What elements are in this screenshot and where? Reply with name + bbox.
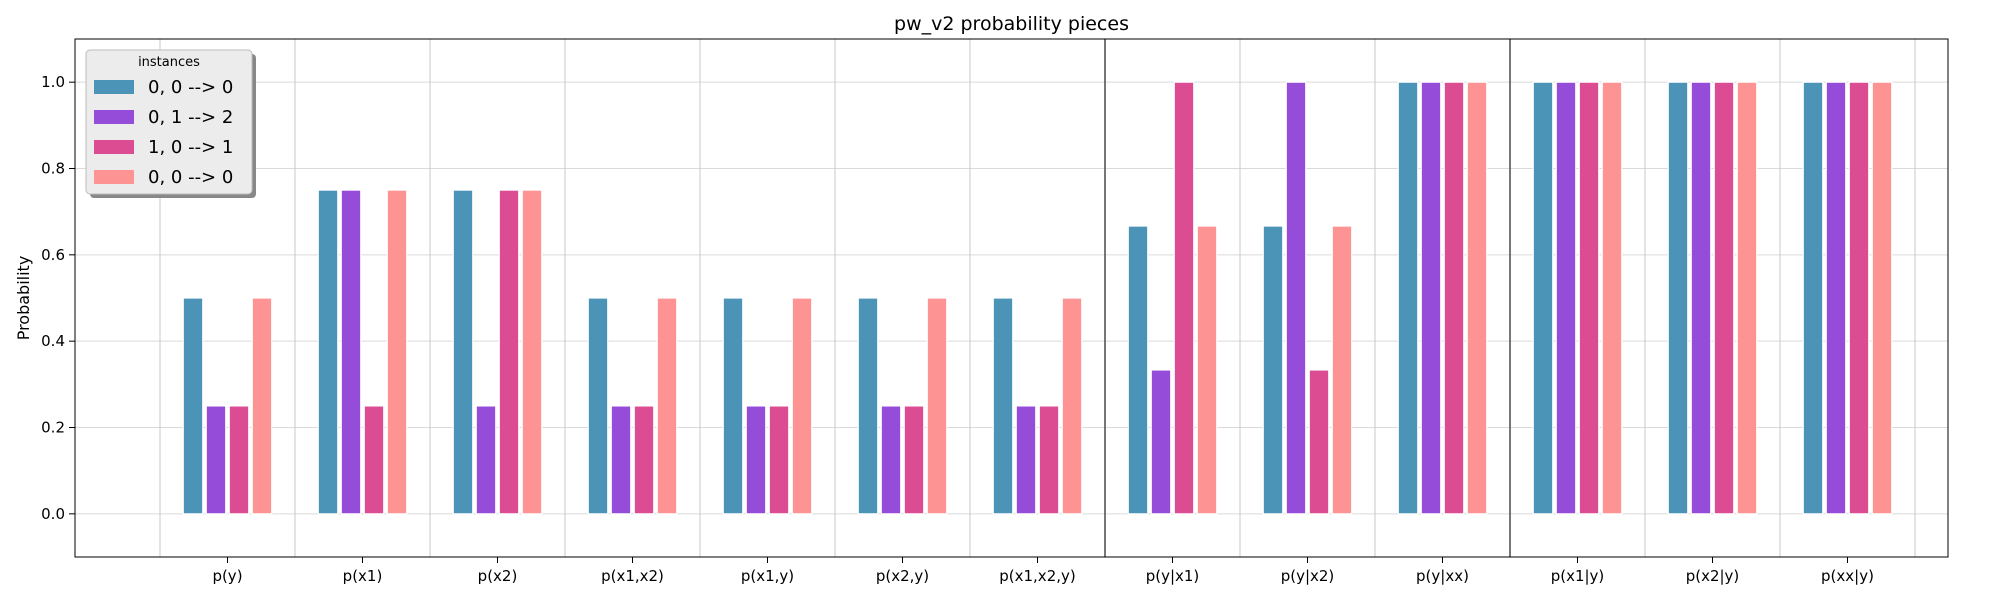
x-tick-label: p(x1|y) bbox=[1551, 567, 1605, 585]
bar bbox=[857, 297, 879, 515]
legend-entry-label: 0, 0 --> 0 bbox=[148, 167, 233, 188]
bar bbox=[1690, 81, 1712, 515]
legend-swatch bbox=[94, 170, 134, 184]
legend-entry-label: 0, 0 --> 0 bbox=[148, 77, 233, 98]
bar bbox=[363, 405, 385, 515]
bar bbox=[317, 189, 339, 515]
bar bbox=[903, 405, 925, 515]
y-tick-label: 0.8 bbox=[41, 160, 65, 178]
legend-entry-label: 0, 1 --> 2 bbox=[148, 107, 233, 128]
bar bbox=[791, 297, 813, 515]
bar bbox=[745, 405, 767, 515]
x-tick-label: p(x2,y) bbox=[876, 567, 929, 585]
bar bbox=[722, 297, 744, 515]
bar bbox=[182, 297, 204, 515]
bar bbox=[1555, 81, 1577, 515]
bar bbox=[1262, 225, 1284, 515]
legend-entry-label: 1, 0 --> 1 bbox=[148, 137, 233, 158]
bar bbox=[1331, 225, 1353, 515]
y-tick-label: 1.0 bbox=[41, 73, 65, 91]
bar bbox=[1466, 81, 1488, 515]
x-tick-label: p(x1) bbox=[343, 567, 383, 585]
bar bbox=[1173, 81, 1195, 515]
bar bbox=[1285, 81, 1307, 515]
bar bbox=[1713, 81, 1735, 515]
y-axis-label: Probability bbox=[14, 256, 33, 341]
bar bbox=[1825, 81, 1847, 515]
x-tick-label: p(x1,x2,y) bbox=[999, 567, 1075, 585]
bar bbox=[880, 405, 902, 515]
legend-items: 0, 0 --> 0 0, 1 --> 2 1, 0 --> 1 0, 0 --> 0 bbox=[94, 77, 233, 188]
bar bbox=[1038, 405, 1060, 515]
x-tick-label: p(x1,y) bbox=[741, 567, 794, 585]
bar bbox=[475, 405, 497, 515]
bar bbox=[1802, 81, 1824, 515]
y-tick-label: 0.2 bbox=[41, 419, 65, 437]
bar bbox=[926, 297, 948, 515]
x-tick-label: p(xx|y) bbox=[1821, 567, 1874, 585]
legend-swatch bbox=[94, 110, 134, 124]
bar bbox=[251, 297, 273, 515]
bar bbox=[1443, 81, 1465, 515]
bar bbox=[1736, 81, 1758, 515]
bar bbox=[521, 189, 543, 515]
group-separators bbox=[1104, 39, 1511, 557]
bar bbox=[1532, 81, 1554, 515]
y-tick-label: 0.0 bbox=[41, 505, 65, 523]
bar bbox=[340, 189, 362, 515]
bar bbox=[498, 189, 520, 515]
legend: instances 0, 0 --> 0 0, 1 --> 2 1, 0 --> 1… bbox=[85, 49, 256, 198]
bar bbox=[228, 405, 250, 515]
y-axis-ticks: 0.0 0.2 0.4 0.6 0.8 1.0 bbox=[41, 73, 75, 523]
bar bbox=[386, 189, 408, 515]
bar bbox=[992, 297, 1014, 515]
x-tick-label: p(y|xx) bbox=[1416, 567, 1469, 585]
x-axis-ticks: p(y) p(x1) p(x2) p(x1,x2) p(x1,y) p(x2,y) p(x1… bbox=[212, 557, 1874, 585]
x-tick-label: p(y|x1) bbox=[1146, 567, 1200, 585]
bar bbox=[1127, 225, 1149, 515]
bar bbox=[656, 297, 678, 515]
x-tick-label: p(x2|y) bbox=[1686, 567, 1740, 585]
bar bbox=[1667, 81, 1689, 515]
bar bbox=[1601, 81, 1623, 515]
bar bbox=[768, 405, 790, 515]
bar bbox=[1308, 369, 1330, 515]
y-tick-label: 0.6 bbox=[41, 246, 65, 264]
plot-frame bbox=[74, 38, 1949, 558]
bar bbox=[587, 297, 609, 515]
legend-swatch bbox=[94, 140, 134, 154]
bar bbox=[1420, 81, 1442, 515]
bar bbox=[1578, 81, 1600, 515]
bar bbox=[1848, 81, 1870, 515]
bar bbox=[610, 405, 632, 515]
bar bbox=[1061, 297, 1083, 515]
x-tick-label: p(y|x2) bbox=[1281, 567, 1335, 585]
y-tick-label: 0.4 bbox=[41, 332, 65, 350]
bar bbox=[205, 405, 227, 515]
bars bbox=[182, 81, 1893, 515]
bar bbox=[1196, 225, 1218, 515]
bar bbox=[1871, 81, 1893, 515]
bar bbox=[452, 189, 474, 515]
bar bbox=[633, 405, 655, 515]
x-tick-label: p(y) bbox=[212, 567, 242, 585]
x-tick-label: p(x2) bbox=[478, 567, 518, 585]
bar bbox=[1397, 81, 1419, 515]
legend-swatch bbox=[94, 80, 134, 94]
bar bbox=[1150, 369, 1172, 515]
bar bbox=[1015, 405, 1037, 515]
x-tick-label: p(x1,x2) bbox=[601, 567, 664, 585]
chart-title: pw_v2 probability pieces bbox=[894, 13, 1129, 35]
legend-title: instances bbox=[138, 55, 200, 70]
